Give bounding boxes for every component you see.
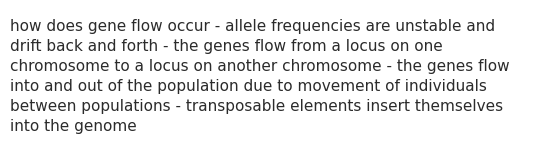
- Text: how does gene flow occur - allele frequencies are unstable and
drift back and fo: how does gene flow occur - allele freque…: [10, 19, 509, 134]
